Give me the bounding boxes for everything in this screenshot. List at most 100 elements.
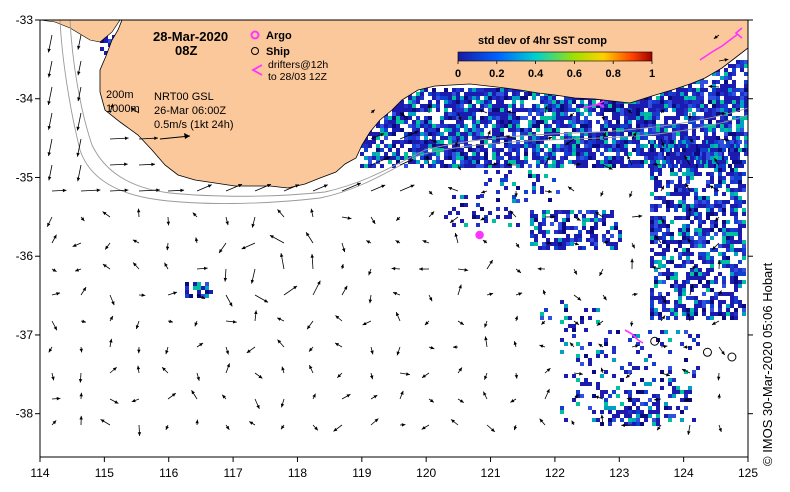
- current-arrow: [481, 190, 488, 194]
- current-arrow: [457, 284, 462, 296]
- sst-pixel: [444, 96, 448, 100]
- sst-pixel: [576, 104, 580, 108]
- sst-pixel: [612, 164, 616, 168]
- sst-pixel: [706, 284, 710, 288]
- sst-pixel: [580, 160, 584, 164]
- sst-pixel: [564, 136, 568, 140]
- sst-pixel: [680, 152, 684, 156]
- sst-pixel: [628, 390, 632, 394]
- sst-pixel: [742, 208, 746, 212]
- sst-pixel: [670, 236, 674, 240]
- current-arrow: [109, 136, 129, 140]
- sst-pixel: [644, 136, 648, 140]
- sst-pixel: [702, 252, 706, 256]
- sst-pixel: [576, 378, 580, 382]
- sst-pixel: [724, 88, 728, 92]
- sst-pixel: [706, 232, 710, 236]
- sst-pixel: [640, 112, 644, 116]
- sst-pixel: [484, 124, 488, 128]
- sst-pixel: [496, 112, 500, 116]
- current-arrow: [305, 232, 314, 244]
- sst-pixel: [460, 164, 464, 168]
- sst-pixel: [580, 112, 584, 116]
- sst-pixel: [658, 144, 662, 148]
- sst-pixel: [650, 308, 654, 312]
- sst-pixel: [686, 308, 690, 312]
- sst-pixel: [612, 112, 616, 116]
- drifter-markers: [596, 27, 743, 108]
- sst-pixel: [468, 160, 472, 164]
- sst-pixel: [640, 160, 644, 164]
- sst-pixel: [706, 156, 710, 160]
- sst-pixel: [530, 230, 534, 234]
- sst-pixel: [580, 100, 584, 104]
- sst-pixel: [722, 212, 726, 216]
- sst-pixel: [456, 96, 460, 100]
- current-arrow: [509, 210, 517, 218]
- sst-pixel: [734, 200, 738, 204]
- sst-pixel: [702, 232, 706, 236]
- sst-pixel: [682, 200, 686, 204]
- sst-pixel: [694, 304, 698, 308]
- sst-pixel: [632, 108, 636, 112]
- sst-pixel: [650, 160, 654, 164]
- sst-pixel: [472, 152, 476, 156]
- sst-pixel: [618, 238, 622, 242]
- sst-pixel: [694, 272, 698, 276]
- sst-pixel: [428, 92, 432, 96]
- sst-pixel: [732, 132, 736, 136]
- sst-pixel: [508, 148, 512, 152]
- sst-pixel: [428, 164, 432, 168]
- sst-pixel: [654, 296, 658, 300]
- sst-pixel: [604, 390, 608, 394]
- sst-pixel: [722, 164, 726, 168]
- current-arrow: [717, 393, 721, 400]
- sst-pixel: [360, 164, 364, 168]
- current-arrow: [708, 84, 720, 89]
- sst-pixel: [708, 96, 712, 100]
- sst-pixel: [484, 136, 488, 140]
- x-tick-label: 123: [609, 466, 629, 480]
- sst-pixel: [648, 120, 652, 124]
- current-arrow: [225, 216, 229, 226]
- sst-pixel: [688, 386, 692, 390]
- sst-pixel: [714, 280, 718, 284]
- sst-pixel: [368, 132, 372, 136]
- sst-pixel: [620, 160, 624, 164]
- sst-pixel: [710, 312, 714, 316]
- sst-pixel: [480, 140, 484, 144]
- sst-pixel: [542, 210, 546, 214]
- sst-pixel: [600, 164, 604, 168]
- sst-pixel: [714, 192, 718, 196]
- sst-pixel: [658, 280, 662, 284]
- sst-pixel: [440, 96, 444, 100]
- sst-pixel: [100, 47, 104, 51]
- sst-pixel: [690, 240, 694, 244]
- sst-pixel: [516, 164, 520, 168]
- sst-pixel: [584, 148, 588, 152]
- sst-pixel: [658, 292, 662, 296]
- sst-pixel: [452, 124, 456, 128]
- current-arrow: [225, 183, 243, 192]
- sst-pixel: [624, 410, 628, 414]
- current-arrow: [651, 265, 662, 270]
- current-arrow: [596, 320, 604, 326]
- sst-pixel: [624, 116, 628, 120]
- colorbar-title: std dev of 4hr SST comp: [478, 35, 607, 47]
- sst-pixel: [682, 280, 686, 284]
- sst-pixel: [384, 124, 388, 128]
- sst-pixel: [694, 268, 698, 272]
- current-arrow: [486, 292, 494, 296]
- sst-pixel: [544, 96, 548, 100]
- sst-pixel: [710, 260, 714, 264]
- current-arrow: [254, 372, 263, 379]
- sst-pixel: [620, 156, 624, 160]
- sst-pixel: [666, 192, 670, 196]
- sst-pixel: [718, 304, 722, 308]
- sst-pixel: [100, 39, 104, 43]
- sst-pixel: [724, 76, 728, 80]
- sst-pixel: [686, 216, 690, 220]
- sst-pixel: [492, 152, 496, 156]
- sst-pixel: [632, 164, 636, 168]
- sst-pixel: [632, 410, 636, 414]
